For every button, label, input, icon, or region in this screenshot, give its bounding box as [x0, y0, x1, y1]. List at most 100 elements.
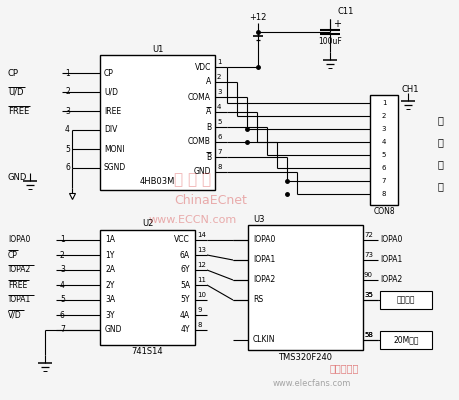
Text: 8: 8 — [197, 322, 202, 328]
Text: 3: 3 — [382, 126, 386, 132]
Text: FREE: FREE — [8, 280, 27, 290]
Text: IOPA0: IOPA0 — [253, 236, 275, 244]
Text: 7: 7 — [382, 178, 386, 184]
Text: 4A: 4A — [180, 310, 190, 320]
Text: CON8: CON8 — [373, 208, 395, 216]
Text: 8: 8 — [382, 191, 386, 197]
Text: 3Y: 3Y — [105, 310, 114, 320]
Text: VDC: VDC — [195, 62, 211, 72]
Text: RS: RS — [253, 296, 263, 304]
Text: V/D: V/D — [8, 310, 22, 320]
Text: GND: GND — [105, 326, 123, 334]
Text: 6Y: 6Y — [180, 266, 190, 274]
Text: 73: 73 — [364, 252, 373, 258]
Text: FREE: FREE — [8, 106, 29, 116]
Text: 3: 3 — [60, 266, 65, 274]
Text: 3: 3 — [217, 89, 222, 95]
Text: 6: 6 — [60, 310, 65, 320]
Bar — [380, 331, 432, 349]
Text: 6A: 6A — [180, 250, 190, 260]
Text: 中 电 网: 中 电 网 — [174, 172, 211, 188]
Text: 58: 58 — [364, 332, 373, 338]
Text: U2: U2 — [142, 220, 153, 228]
Text: 2: 2 — [65, 88, 70, 96]
Text: 5: 5 — [65, 144, 70, 154]
Text: SGND: SGND — [104, 164, 126, 172]
Text: 2: 2 — [217, 74, 221, 80]
Text: U1: U1 — [152, 44, 164, 54]
Text: B: B — [206, 152, 211, 162]
Text: 8: 8 — [217, 164, 222, 170]
Text: www.elecfans.com: www.elecfans.com — [273, 380, 351, 388]
Text: COMB: COMB — [188, 138, 211, 146]
Text: 1: 1 — [65, 68, 70, 78]
Text: CP: CP — [104, 68, 114, 78]
Text: IOPA1: IOPA1 — [8, 296, 30, 304]
Bar — [248, 225, 363, 350]
Text: 1: 1 — [60, 236, 65, 244]
Text: CH1: CH1 — [401, 86, 419, 94]
Text: 13: 13 — [197, 247, 206, 253]
Bar — [100, 55, 215, 190]
Text: MONI: MONI — [104, 144, 124, 154]
Bar — [100, 230, 195, 345]
Text: 机: 机 — [437, 181, 443, 191]
Text: IOPA2: IOPA2 — [253, 276, 275, 284]
Text: +: + — [333, 19, 341, 29]
Text: 741S14: 741S14 — [132, 348, 163, 356]
Text: GND: GND — [194, 168, 211, 176]
Text: CLKIN: CLKIN — [253, 336, 275, 344]
Text: 1A: 1A — [105, 236, 115, 244]
Text: 20M晶振: 20M晶振 — [393, 336, 419, 344]
Text: IOPA1: IOPA1 — [253, 256, 275, 264]
Text: 4HB03M: 4HB03M — [140, 178, 175, 186]
Text: 90: 90 — [364, 272, 373, 278]
Text: 3A: 3A — [105, 296, 115, 304]
Text: 复位电路: 复位电路 — [397, 296, 415, 304]
Text: IREE: IREE — [104, 106, 121, 116]
Text: 58: 58 — [364, 332, 373, 338]
Text: 4: 4 — [382, 139, 386, 145]
Text: 5A: 5A — [180, 280, 190, 290]
Text: 72: 72 — [364, 232, 373, 238]
Text: 7: 7 — [217, 149, 222, 155]
Text: 5: 5 — [217, 119, 221, 125]
Text: 3: 3 — [65, 106, 70, 116]
Text: 6: 6 — [217, 134, 222, 140]
Text: 10: 10 — [197, 292, 206, 298]
Text: 5Y: 5Y — [180, 296, 190, 304]
Text: A: A — [206, 78, 211, 86]
Text: 35: 35 — [364, 292, 373, 298]
Text: 6: 6 — [65, 164, 70, 172]
Text: TMS320F240: TMS320F240 — [279, 352, 332, 362]
Text: 1Y: 1Y — [105, 250, 114, 260]
Text: IOPA2: IOPA2 — [8, 266, 30, 274]
Text: ChinaECnet: ChinaECnet — [175, 194, 247, 206]
Text: IOPA0: IOPA0 — [8, 236, 30, 244]
Text: 9: 9 — [197, 307, 202, 313]
Text: 6: 6 — [382, 165, 386, 171]
Text: 12: 12 — [197, 262, 206, 268]
Text: IOPA0: IOPA0 — [380, 236, 403, 244]
Bar — [370, 95, 398, 205]
Text: GND: GND — [8, 174, 28, 182]
Text: CP: CP — [8, 68, 19, 78]
Text: 接: 接 — [437, 137, 443, 147]
Text: U/D: U/D — [8, 88, 23, 96]
Text: IOPA1: IOPA1 — [380, 256, 402, 264]
Text: 2: 2 — [60, 250, 65, 260]
Text: 5: 5 — [60, 296, 65, 304]
Text: VCC: VCC — [174, 236, 190, 244]
Text: 电子发烧友: 电子发烧友 — [330, 363, 359, 373]
Text: A: A — [206, 108, 211, 116]
Text: COMA: COMA — [188, 92, 211, 102]
Text: 4: 4 — [217, 104, 221, 110]
Text: CP: CP — [8, 250, 18, 260]
Bar — [380, 291, 432, 309]
Text: 1: 1 — [217, 59, 222, 65]
Text: C11: C11 — [338, 8, 354, 16]
Text: 2Y: 2Y — [105, 280, 114, 290]
Text: 35: 35 — [364, 292, 373, 298]
Text: 14: 14 — [197, 232, 206, 238]
Text: 100uF: 100uF — [318, 38, 342, 46]
